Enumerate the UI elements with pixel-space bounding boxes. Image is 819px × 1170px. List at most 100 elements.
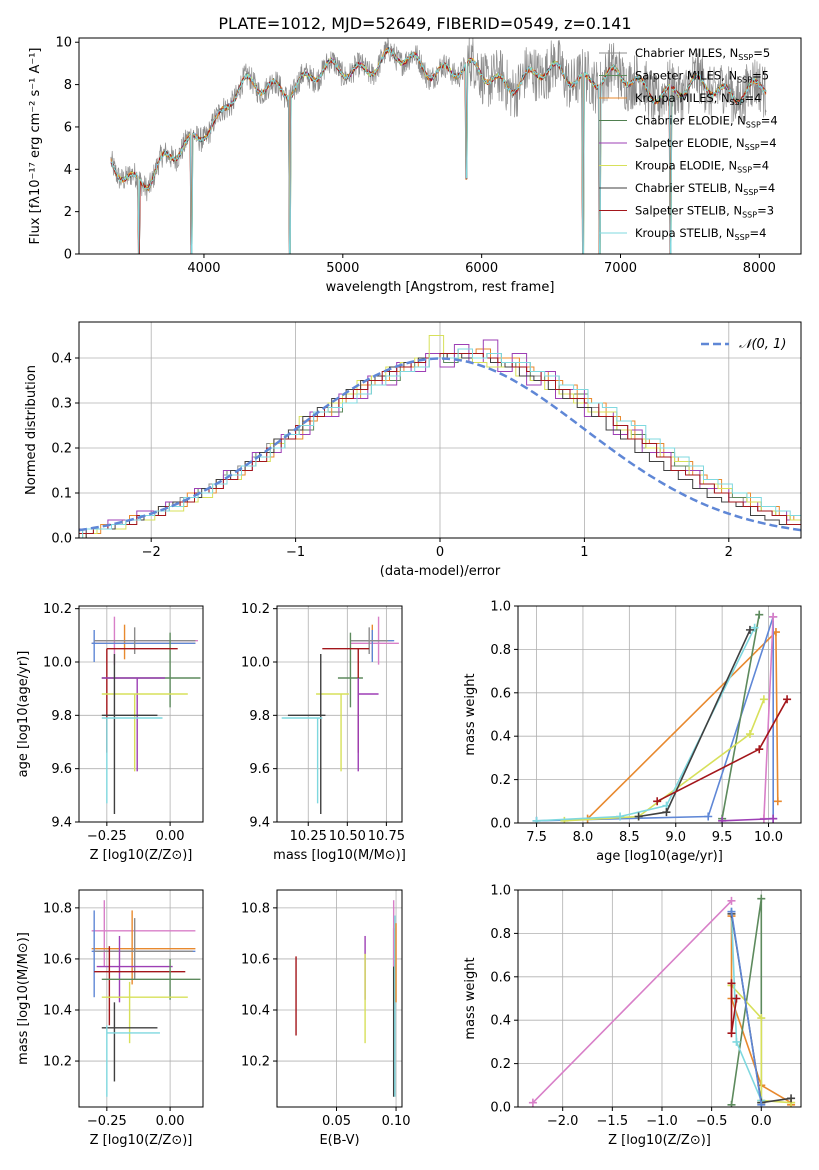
- x-tick-label: 6000: [465, 261, 498, 276]
- legend-label: Salpeter STELIB, NSSP=3: [635, 204, 774, 220]
- spectrum-line: [110, 38, 767, 254]
- x-tick-label: 10.75: [368, 829, 405, 844]
- weight-marker: [727, 1029, 736, 1038]
- legend-label: Kroupa ELODIE, NSSP=4: [635, 159, 769, 175]
- weight-line: [730, 984, 792, 1104]
- axes-frame: −0.25 0.00 10.2 10.4 10.6 10.8 Z [log10(Z/Z⊙)]…: [16, 889, 204, 1148]
- weight-marker: [787, 1094, 796, 1103]
- x-tick-label: −0.5: [696, 1114, 728, 1129]
- y-tick-label: 9.6: [249, 762, 270, 777]
- plot-area: [110, 38, 767, 254]
- y-tick-label: 0.3: [51, 397, 72, 412]
- x-tick-label: 10.0: [754, 830, 783, 845]
- y-tick-label: 0.4: [490, 1014, 511, 1029]
- y-tick-label: 1.0: [490, 600, 511, 615]
- weight-marker: [528, 1098, 537, 1107]
- y-tick-label: 8: [64, 78, 72, 93]
- histogram-step: [85, 348, 801, 538]
- x-tick-label: 0: [436, 545, 444, 560]
- y-axis-label: age [log10(age/yr)]: [16, 651, 31, 778]
- y-tick-label: 4: [64, 163, 72, 178]
- y-axis-label: mass [log10(M/M⊙)]: [16, 932, 31, 1065]
- x-tick-label: 0.10: [382, 1114, 411, 1129]
- y-tick-label: 10.0: [241, 656, 270, 671]
- y-tick-label: 0.0: [490, 817, 511, 832]
- y-tick-label: 10.4: [241, 1003, 270, 1018]
- weight-marker: [750, 623, 759, 632]
- x-tick-label: 8.0: [573, 830, 594, 845]
- weight-marker: [759, 695, 768, 704]
- x-tick-label: 2: [725, 545, 733, 560]
- x-tick-label: 7.5: [526, 830, 547, 845]
- y-tick-label: 0.4: [51, 352, 72, 367]
- weight-line: [536, 616, 775, 822]
- mass-weight-vs-age-panel: 7.5 8.0 8.5 9.0 9.5 10.0 0.0 0.2 0.4 0.6 0.8 1.0 age…: [463, 600, 802, 864]
- x-tick-label: 9.0: [665, 830, 686, 845]
- legend-subscript: SSP: [746, 121, 761, 130]
- y-tick-label: 9.8: [51, 709, 72, 724]
- y-axis-label: mass weight: [463, 673, 478, 755]
- legend-subscript: SSP: [737, 76, 752, 85]
- weight-marker: [532, 816, 541, 823]
- legend-subscript: SSP: [738, 53, 753, 62]
- weight-marker: [732, 1037, 741, 1046]
- y-axis-label: Normed distribution: [24, 365, 39, 495]
- weight-line: [532, 900, 733, 1104]
- weight-marker: [732, 994, 741, 1003]
- y-tick-label: 0.0: [51, 532, 72, 547]
- axes-frame: 10.25 10.50 10.75 9.4 9.6 9.8 10.0 10.2 mass [lo…: [241, 602, 406, 863]
- residual-histogram-panel: −2 −1 0 1 2 0.0 0.1 0.2 0.3 0.4 (data-model)/error…: [24, 321, 802, 579]
- plot-area: [528, 894, 796, 1107]
- plot-area: [532, 610, 792, 823]
- spectrum-line: [110, 47, 767, 254]
- x-tick-label: −1: [286, 545, 305, 560]
- age-vs-mass-panel: 10.25 10.50 10.75 9.4 9.6 9.8 10.0 10.2 mass [lo…: [241, 602, 406, 863]
- y-axis-label: Flux [fλ10⁻¹⁷ erg cm⁻² s⁻¹ A⁻¹]: [28, 48, 43, 245]
- histogram-step: [82, 348, 801, 538]
- legend-count: =4: [752, 159, 769, 173]
- legend-count: =4: [758, 181, 775, 195]
- x-tick-label: 10.50: [329, 829, 366, 844]
- legend-subscript: SSP: [743, 188, 758, 197]
- weight-line: [722, 817, 774, 822]
- weight-marker: [783, 695, 792, 704]
- x-axis-label: E(B-V): [319, 1133, 359, 1148]
- y-tick-label: 10.2: [241, 602, 270, 617]
- axes-border: [276, 605, 403, 823]
- weight-marker: [769, 814, 778, 823]
- axes-frame: 0.05 0.10 10.2 10.4 10.6 10.8 E(B-V): [241, 889, 411, 1148]
- x-axis-label: Z [log10(Z/Z⊙)]: [90, 848, 193, 863]
- weight-marker: [757, 1014, 766, 1023]
- mass-weight-vs-metallicity-panel: −2.0 −1.5 −1.0 −0.5 0.0 0.0 0.2 0.4 0.6 0.8 1.0 Z […: [463, 884, 802, 1148]
- legend-label: Chabrier ELODIE, NSSP=4: [635, 114, 778, 130]
- histogram-step: [82, 335, 801, 538]
- axes-border: [78, 605, 204, 823]
- legend-count: =4: [761, 114, 778, 128]
- weight-line: [587, 630, 779, 820]
- y-tick-label: 10.8: [43, 901, 72, 916]
- x-tick-label: 10.25: [290, 829, 327, 844]
- legend-label: Salpeter MILES, NSSP=5: [635, 69, 769, 85]
- x-tick-label: −2.0: [547, 1114, 579, 1129]
- axes-frame: −0.25 0.00 9.4 9.6 9.8 10.0 10.2 Z [log10(Z/Z⊙)…: [16, 602, 204, 863]
- legend-count: =4: [760, 136, 777, 150]
- weight-marker: [755, 745, 764, 754]
- legend-label: Kroupa STELIB, NSSP=4: [635, 226, 766, 242]
- axes-frame: 7.5 8.0 8.5 9.0 9.5 10.0 0.0 0.2 0.4 0.6 0.8 1.0 age…: [463, 600, 802, 864]
- x-tick-label: 0.00: [156, 829, 185, 844]
- y-tick-label: 10.4: [43, 1003, 72, 1018]
- weight-marker: [757, 894, 766, 903]
- legend-count: =4: [750, 226, 767, 240]
- legend-count: =5: [753, 46, 770, 60]
- spectrum-panel: 4000 5000 6000 7000 8000 0 2 4 6 8 10 wavelength [A…: [28, 36, 802, 295]
- x-tick-label: 8.5: [619, 830, 640, 845]
- axes-frame: 4000 5000 6000 7000 8000 0 2 4 6 8 10 wavelength [A…: [28, 36, 802, 295]
- y-tick-label: 10.2: [43, 1055, 72, 1070]
- figure-title: PLATE=1012, MJD=52649, FIBERID=0549, z=0…: [218, 14, 631, 33]
- axes-border: [78, 889, 204, 1108]
- y-tick-label: 10.2: [43, 602, 72, 617]
- weight-line: [721, 614, 760, 819]
- x-tick-label: 7000: [604, 261, 637, 276]
- plot-area: [91, 900, 201, 1097]
